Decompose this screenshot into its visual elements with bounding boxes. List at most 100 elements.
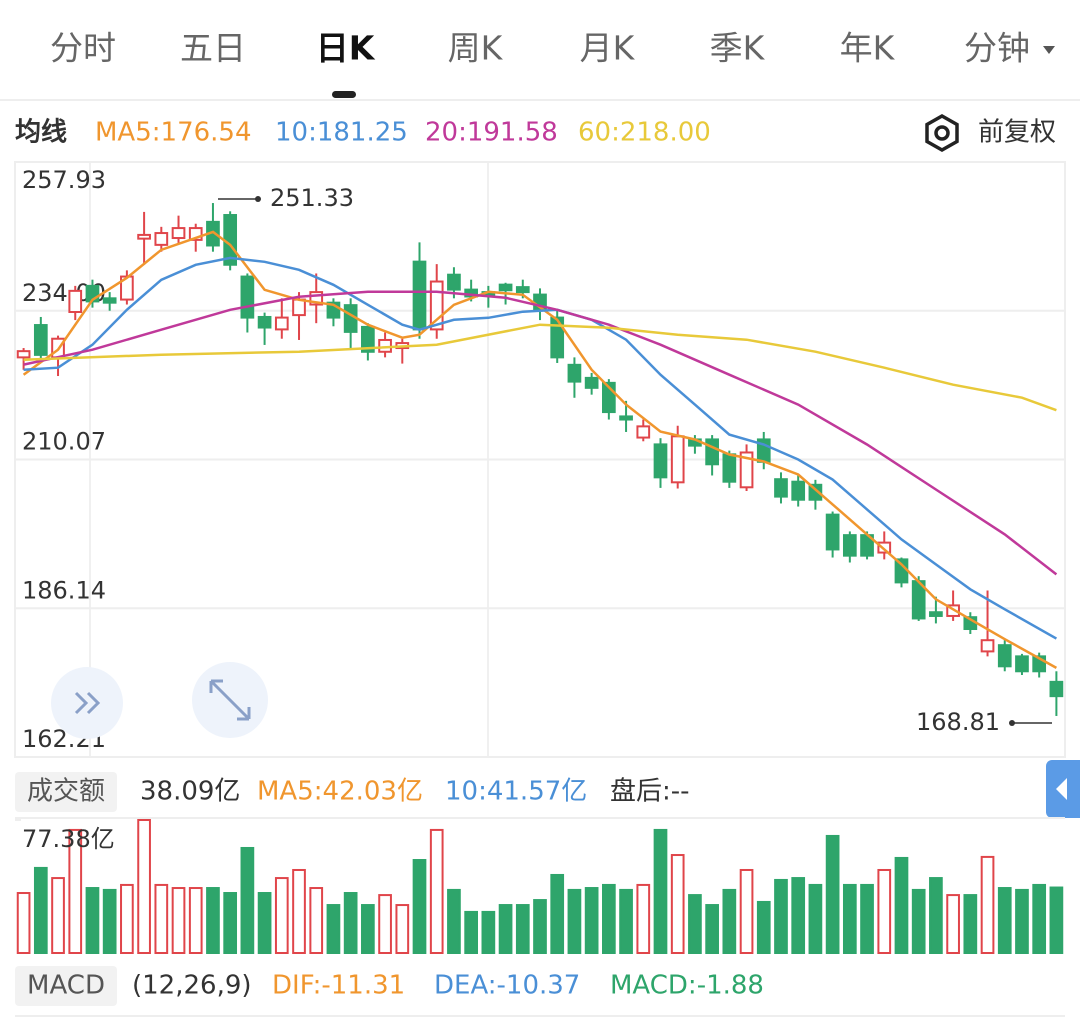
- volume-bar: [481, 910, 496, 954]
- volume-bar: [447, 888, 461, 955]
- volume-bar: [911, 888, 926, 955]
- volume-bar: [791, 877, 806, 954]
- macd-value: MACD:-1.88: [610, 971, 764, 1001]
- volume-bar: [722, 888, 737, 955]
- candle-body: [361, 325, 375, 353]
- candle-body: [842, 534, 857, 557]
- candle-body: [447, 273, 461, 291]
- volume-bar: [85, 887, 100, 954]
- candle-body: [619, 415, 633, 421]
- ma-title: 均线: [15, 118, 67, 148]
- volume-bar: [1032, 883, 1047, 955]
- volume-bar: [51, 877, 65, 954]
- volume-bar: [412, 859, 427, 954]
- tag-bg: [15, 966, 117, 1006]
- volume-bar: [894, 856, 909, 954]
- volume-bar: [825, 834, 840, 954]
- candle-body: [722, 453, 737, 483]
- ma-line: [22, 230, 1058, 669]
- volume-bar: [464, 910, 478, 954]
- volume-bar: [361, 904, 375, 955]
- candle-body: [274, 316, 289, 331]
- legend-item: 20:191.58: [425, 118, 558, 148]
- y-tick-label: 77.38亿: [22, 825, 115, 853]
- candle-body: [292, 298, 306, 317]
- volume-bar: [223, 892, 238, 955]
- volume-chart: 77.38亿: [15, 817, 1065, 955]
- volume-bar: [292, 868, 306, 954]
- candle-body: [929, 611, 943, 617]
- candle-body: [808, 483, 823, 501]
- volume-bar: [274, 877, 289, 954]
- volume-bar: [68, 828, 83, 955]
- tab[interactable]: 日K: [316, 29, 376, 68]
- candle-body: [154, 232, 169, 246]
- volume-bar: [567, 888, 582, 955]
- volume-legend: MA5:42.03亿: [257, 777, 423, 807]
- volume-bar: [326, 904, 341, 955]
- tab[interactable]: 月K: [580, 29, 636, 68]
- candle-body: [257, 315, 272, 329]
- y-tick-label: 186.14: [22, 576, 106, 604]
- tab[interactable]: 季K: [710, 29, 766, 68]
- candle-body: [68, 289, 83, 313]
- volume-bar: [188, 887, 203, 954]
- volume-bar: [929, 877, 943, 954]
- candle-body: [171, 227, 186, 240]
- expand-button[interactable]: [192, 662, 268, 738]
- volume-bar: [533, 899, 547, 955]
- volume-title: 成交额: [27, 777, 105, 807]
- volume-bar: [498, 904, 513, 955]
- candle-body: [1049, 680, 1064, 698]
- volume-bar: [653, 828, 668, 955]
- volume-bar: [670, 854, 685, 954]
- volume-bar: [154, 883, 169, 955]
- candle-body: [980, 639, 995, 653]
- legend-item: MA5:176.54: [95, 118, 252, 148]
- scroll-button[interactable]: [51, 667, 123, 739]
- volume-bar: [619, 888, 633, 955]
- candle-body: [584, 376, 599, 389]
- candle-body: [33, 324, 48, 356]
- volume-bar: [997, 887, 1012, 954]
- volume-bar: [1049, 886, 1064, 954]
- candle-body: [188, 227, 203, 241]
- volume-bar: [636, 883, 651, 955]
- candle-body: [636, 425, 651, 439]
- tab[interactable]: 年K: [840, 29, 896, 68]
- adjust-label[interactable]: 前复权: [978, 118, 1056, 148]
- ma-line: [23, 256, 1058, 640]
- volume-bar: [842, 883, 857, 955]
- volume-bar: [946, 894, 960, 955]
- candle-body: [774, 478, 788, 498]
- candle-body: [602, 381, 616, 414]
- volume-bar: [206, 887, 220, 954]
- volume-bar: [980, 855, 995, 954]
- candle-body: [326, 301, 341, 319]
- annotation-dot: [1009, 720, 1015, 726]
- volume-bar: [257, 892, 272, 955]
- volume-bar: [584, 887, 599, 954]
- tag-bg: [15, 772, 117, 812]
- volume-bar: [602, 883, 616, 955]
- tab[interactable]: 分时: [50, 29, 116, 68]
- volume-bar: [877, 868, 892, 954]
- volume-legend: 10:41.57亿: [445, 777, 587, 807]
- tab[interactable]: 分钟: [964, 29, 1030, 68]
- candle-body: [705, 438, 719, 466]
- candle-body: [670, 435, 685, 484]
- candle-body: [653, 443, 668, 479]
- candle-body: [877, 541, 892, 554]
- dropdown-arrow: [1043, 46, 1055, 54]
- volume-bar: [860, 883, 874, 955]
- tab[interactable]: 周K: [448, 29, 504, 68]
- volume-bar: [963, 894, 978, 955]
- ma-line: [23, 290, 1058, 576]
- settings-icon[interactable]: [925, 113, 959, 153]
- tab[interactable]: 五日: [180, 29, 246, 68]
- volume-bar: [240, 846, 255, 955]
- side-tab[interactable]: [1046, 760, 1080, 818]
- volume-legend: 38.09亿: [140, 777, 240, 807]
